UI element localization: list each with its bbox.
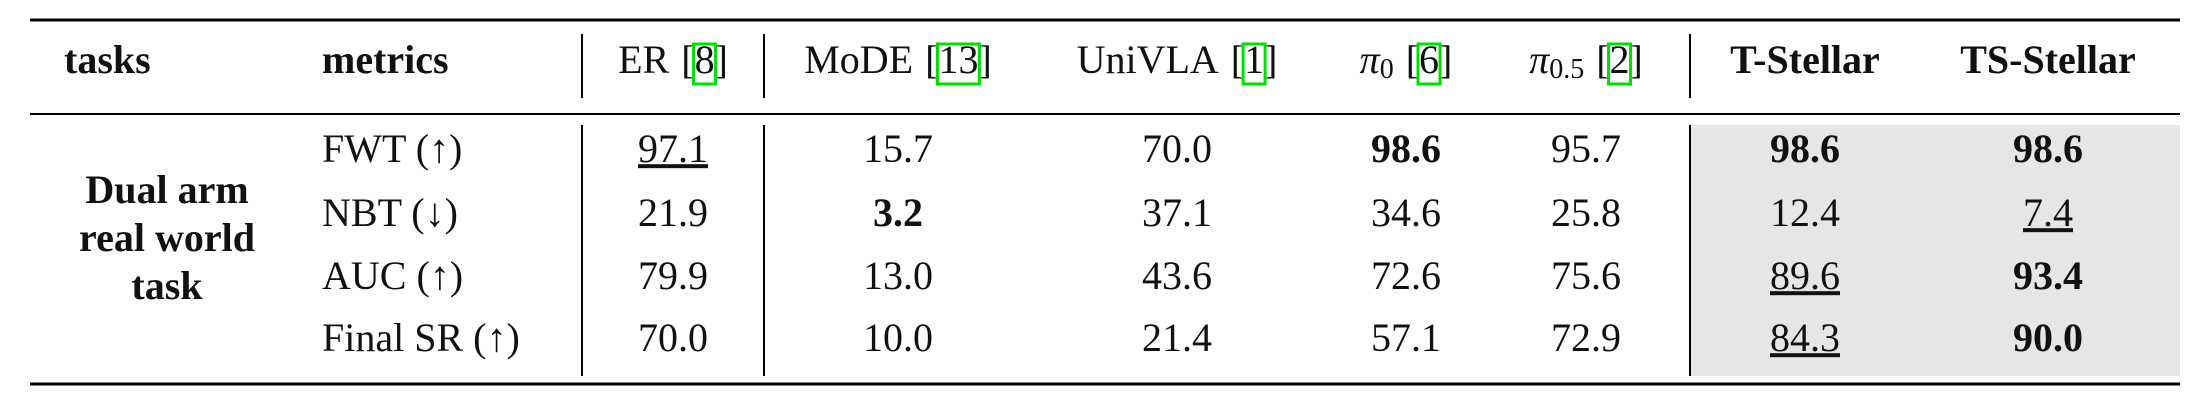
method-name: ER bbox=[618, 37, 669, 82]
cell-value: 93.4 bbox=[2013, 253, 2083, 298]
metric-label: FWT (↑) bbox=[322, 126, 462, 171]
citation: 6 bbox=[1419, 37, 1439, 82]
method-name: T-Stellar bbox=[1730, 37, 1880, 82]
task-label: real world bbox=[79, 215, 255, 260]
task-label: Dual arm bbox=[85, 167, 248, 212]
citation-box bbox=[1416, 42, 1442, 86]
task-label: task bbox=[131, 263, 203, 308]
method-name: π bbox=[1529, 37, 1550, 82]
metric-label: Final SR (↑) bbox=[322, 315, 520, 360]
bracket: ] bbox=[1439, 37, 1452, 82]
cell-value: 43.6 bbox=[1142, 253, 1212, 298]
cell-value: 79.9 bbox=[638, 253, 708, 298]
metric-label: AUC (↑) bbox=[322, 253, 463, 298]
metric-label: NBT (↓) bbox=[322, 190, 458, 235]
method-header: T-Stellar bbox=[1730, 37, 1880, 82]
bracket: [ bbox=[681, 37, 694, 82]
bracket: ] bbox=[715, 37, 728, 82]
header-tasks: tasks bbox=[64, 37, 151, 82]
cell-value: 57.1 bbox=[1371, 315, 1441, 360]
citation-box bbox=[692, 42, 718, 86]
bracket: [ bbox=[1231, 37, 1244, 82]
bracket: [ bbox=[1406, 37, 1419, 82]
method-name: TS-Stellar bbox=[1960, 37, 2136, 82]
method-header: π0.5 [2] bbox=[1529, 37, 1643, 85]
citation-box bbox=[1241, 42, 1267, 86]
cell-value: 37.1 bbox=[1142, 190, 1212, 235]
cell-value: 72.6 bbox=[1371, 253, 1441, 298]
highlight-bg bbox=[1690, 125, 2180, 376]
method-sub: 0.5 bbox=[1549, 54, 1584, 85]
bracket: [ bbox=[925, 37, 938, 82]
cell-value: 15.7 bbox=[863, 126, 933, 171]
bracket: ] bbox=[978, 37, 991, 82]
cell-value: 98.6 bbox=[1770, 126, 1840, 171]
cell-value: 7.4 bbox=[2023, 190, 2073, 235]
method-name: UniVLA bbox=[1077, 37, 1219, 82]
cell-value: 97.1 bbox=[638, 126, 708, 171]
method-header: π0 [6] bbox=[1360, 37, 1453, 85]
cell-value: 95.7 bbox=[1551, 126, 1621, 171]
cell-value: 70.0 bbox=[638, 315, 708, 360]
bracket: ] bbox=[1630, 37, 1643, 82]
citation: 8 bbox=[695, 37, 715, 82]
method-header: ER [8] bbox=[618, 37, 728, 82]
cell-value: 13.0 bbox=[863, 253, 933, 298]
cell-value: 34.6 bbox=[1371, 190, 1441, 235]
citation-box bbox=[1607, 42, 1633, 86]
bracket: [ bbox=[1596, 37, 1609, 82]
cell-value: 25.8 bbox=[1551, 190, 1621, 235]
cell-value: 89.6 bbox=[1770, 253, 1840, 298]
cell-value: 75.6 bbox=[1551, 253, 1621, 298]
method-header: TS-Stellar bbox=[1960, 37, 2136, 82]
method-header: UniVLA [1] bbox=[1077, 37, 1278, 82]
cell-value: 10.0 bbox=[863, 315, 933, 360]
citation: 2 bbox=[1610, 37, 1630, 82]
cell-value: 21.4 bbox=[1142, 315, 1212, 360]
method-sub: 0 bbox=[1380, 54, 1394, 85]
bracket: ] bbox=[1264, 37, 1277, 82]
header-metrics: metrics bbox=[322, 37, 449, 82]
citation: 1 bbox=[1244, 37, 1264, 82]
method-name: π bbox=[1360, 37, 1381, 82]
cell-value: 21.9 bbox=[638, 190, 708, 235]
cell-value: 70.0 bbox=[1142, 126, 1212, 171]
cell-value: 12.4 bbox=[1770, 190, 1840, 235]
cell-value: 98.6 bbox=[1371, 126, 1441, 171]
cell-value: 90.0 bbox=[2013, 315, 2083, 360]
citation-box bbox=[935, 42, 981, 86]
cell-value: 72.9 bbox=[1551, 315, 1621, 360]
cell-value: 3.2 bbox=[873, 190, 923, 235]
cell-value: 98.6 bbox=[2013, 126, 2083, 171]
cell-value: 84.3 bbox=[1770, 315, 1840, 360]
method-name: MoDE bbox=[804, 37, 913, 82]
